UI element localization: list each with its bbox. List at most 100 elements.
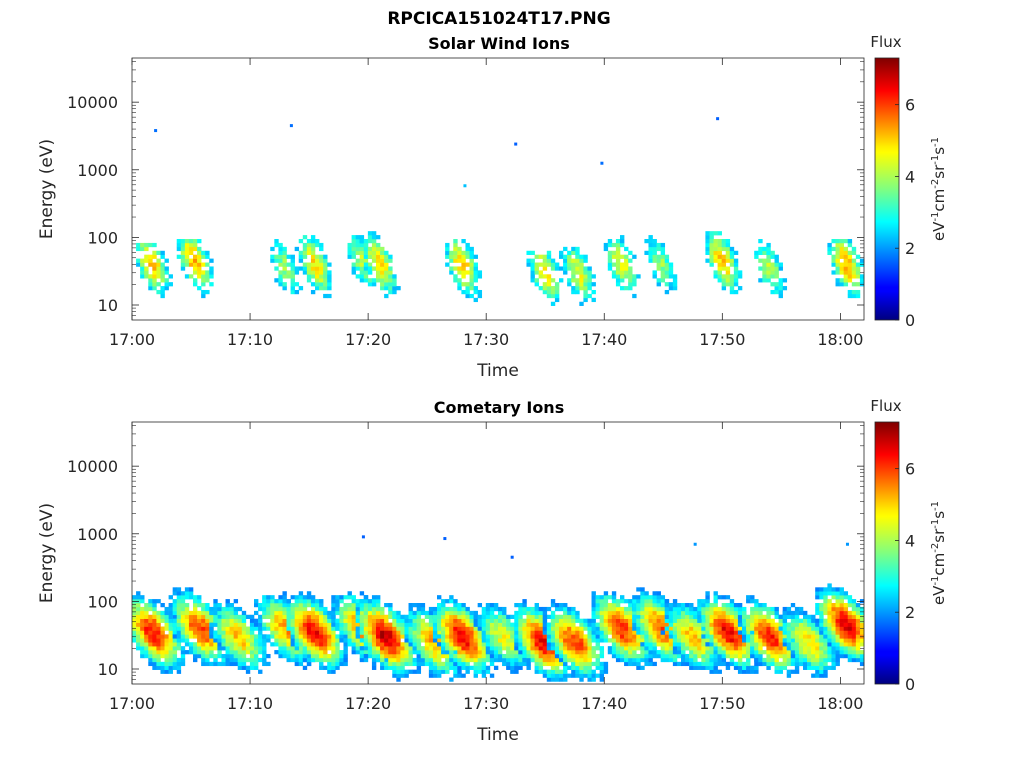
heatmap-cell xyxy=(160,665,165,670)
heatmap-cell xyxy=(628,642,633,647)
heatmap-cell xyxy=(506,622,511,627)
heatmap-cell xyxy=(798,650,804,655)
heatmap-cell xyxy=(266,614,271,619)
heatmap-cell xyxy=(355,638,361,643)
heatmap-cell xyxy=(575,626,580,631)
heatmap-cell xyxy=(827,646,832,651)
heatmap-cell xyxy=(652,606,657,612)
heatmap-cell xyxy=(164,638,169,643)
heatmap-cell xyxy=(278,270,283,275)
heatmap-cell xyxy=(656,599,661,604)
heatmap-cell xyxy=(831,626,836,631)
heatmap-cell xyxy=(152,618,157,623)
heatmap-cell xyxy=(384,626,389,631)
heatmap-cell xyxy=(758,661,763,667)
heatmap-cell xyxy=(522,610,527,616)
heatmap-cell xyxy=(449,618,454,623)
heatmap-cell xyxy=(676,622,682,627)
heatmap-cell xyxy=(485,638,491,643)
heatmap-cell xyxy=(575,610,580,616)
heatmap-cell xyxy=(282,246,287,252)
heatmap-cell xyxy=(213,603,218,608)
heatmap-cell xyxy=(363,242,369,248)
heatmap-cell xyxy=(323,657,328,663)
heatmap-cell xyxy=(636,587,641,592)
heatmap-cell xyxy=(615,599,621,604)
heatmap-cell xyxy=(709,250,714,255)
heatmap-cell xyxy=(587,626,592,631)
heatmap-cell xyxy=(563,642,568,647)
heatmap-cell xyxy=(624,622,629,627)
heatmap-cell xyxy=(152,650,157,655)
heatmap-cell xyxy=(310,235,316,240)
heatmap-cell xyxy=(498,634,503,639)
heatmap-cell xyxy=(774,661,779,667)
heatmap-cell xyxy=(396,650,401,655)
heatmap-cell xyxy=(717,254,722,259)
heatmap-cell xyxy=(559,650,564,655)
heatmap-cell xyxy=(672,653,678,659)
heatmap-cell xyxy=(563,266,568,271)
heatmap-cell xyxy=(469,246,474,252)
heatmap-cell xyxy=(465,630,470,635)
heatmap-cell xyxy=(453,254,458,259)
heatmap-cell xyxy=(518,661,523,667)
heatmap-cell xyxy=(554,606,560,612)
heatmap-cell xyxy=(847,653,853,659)
heatmap-cell xyxy=(742,630,747,635)
heatmap-cell xyxy=(376,646,381,651)
heatmap-cell xyxy=(717,642,722,647)
heatmap-cell xyxy=(453,606,458,612)
heatmap-cell xyxy=(498,622,503,627)
heatmap-cell xyxy=(465,646,470,651)
heatmap-cell xyxy=(343,603,348,608)
heatmap-cell xyxy=(554,293,560,299)
heatmap-cell xyxy=(766,246,771,252)
heatmap-cell xyxy=(693,661,698,667)
heatmap-cell xyxy=(831,239,836,244)
heatmap-cell xyxy=(347,595,352,600)
heatmap-cell xyxy=(660,246,666,252)
heatmap-cell xyxy=(144,646,149,651)
heatmap-cell xyxy=(254,642,259,647)
heatmap-cell xyxy=(376,634,381,639)
heatmap-cell xyxy=(367,634,373,639)
heatmap-cell xyxy=(156,622,161,627)
heatmap-cell xyxy=(449,266,454,271)
heatmap-cell xyxy=(575,657,580,663)
heatmap-cell xyxy=(168,630,173,635)
heatmap-cell xyxy=(794,610,800,616)
heatmap-cell xyxy=(611,642,617,647)
heatmap-cell xyxy=(172,603,178,608)
heatmap-cell xyxy=(197,266,202,271)
heatmap-cell xyxy=(270,606,275,612)
heatmap-cell xyxy=(294,614,300,619)
heatmap-cell xyxy=(193,653,198,659)
heatmap-cell xyxy=(534,638,539,643)
heatmap-cell xyxy=(729,599,735,604)
heatmap-cell xyxy=(766,250,771,255)
heatmap-cell xyxy=(461,258,466,263)
heatmap-cell xyxy=(136,591,141,596)
heatmap-cell xyxy=(310,646,316,651)
heatmap-cell xyxy=(620,634,625,639)
heatmap-cell xyxy=(579,634,584,639)
heatmap-cell xyxy=(188,614,194,619)
heatmap-cell xyxy=(290,595,295,600)
heatmap-cell xyxy=(579,630,584,635)
heatmap-cell xyxy=(587,282,592,287)
heatmap-cell xyxy=(737,274,743,279)
heatmap-cell xyxy=(217,642,222,647)
heatmap-cell xyxy=(742,650,747,655)
heatmap-cell xyxy=(193,646,198,651)
heatmap-cell xyxy=(465,282,470,287)
heatmap-cell xyxy=(652,603,657,608)
heatmap-cell xyxy=(823,650,828,655)
heatmap-cell xyxy=(306,610,312,616)
heatmap-cell xyxy=(363,614,369,619)
heatmap-cell xyxy=(205,634,210,639)
heatmap-cell xyxy=(457,665,462,670)
heatmap-cell xyxy=(668,638,674,643)
heatmap-cell xyxy=(652,638,657,643)
heatmap-cell xyxy=(583,653,588,659)
